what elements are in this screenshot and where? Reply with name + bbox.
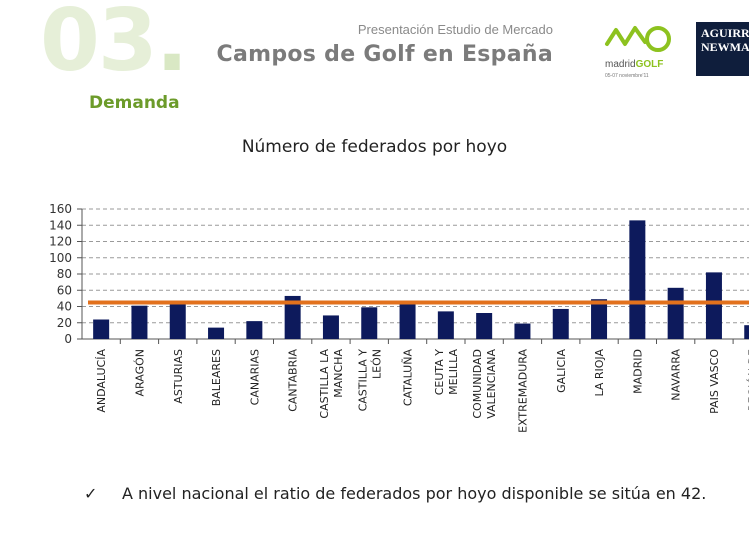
bar <box>476 313 493 339</box>
bar-chart: 0 20 40 60 80 100 120 140 160 ANDALUCÍA ARAGÓN ASTU… <box>49 202 749 433</box>
y-tick-label: 20 <box>57 316 72 330</box>
x-tick-label: ASTURIAS <box>172 349 185 404</box>
x-tick-label: LA RIOJA <box>593 349 606 397</box>
bar <box>629 220 646 339</box>
y-tick-label: 100 <box>49 251 72 265</box>
bar <box>705 272 722 339</box>
bar <box>169 303 186 339</box>
y-tick-label: 160 <box>49 202 72 216</box>
x-tick-label: ANDALUCÍA <box>95 349 108 413</box>
x-tick-label: CANTABRIA <box>287 349 300 412</box>
x-tick-label: CASTILLA LAMANCHA <box>318 349 345 419</box>
y-tick-label: 140 <box>49 218 72 232</box>
aguirre-text: AGUIRRE <box>701 26 749 40</box>
bar <box>591 299 608 339</box>
madrid-golf-logo: madridGOLF 05-07 noviembre'11 <box>605 26 671 79</box>
x-tick-label: PAIS VASCO <box>708 349 721 414</box>
bar <box>284 295 301 339</box>
bar <box>131 305 148 339</box>
x-tick-label: MADRID <box>631 349 644 394</box>
x-tick-label: REGIÓN DE <box>746 349 749 411</box>
madrid-golf-dates: 05-07 noviembre'11 <box>605 73 649 79</box>
bar <box>437 311 454 339</box>
x-tick-label: CATALUÑA <box>402 349 415 407</box>
bar <box>667 287 684 339</box>
presentation-subtitle: Presentación Estudio de Mercado <box>357 22 553 37</box>
y-tick-label: 120 <box>49 235 72 249</box>
bar <box>208 327 225 339</box>
bar <box>552 308 569 339</box>
checkmark-icon: ✓ <box>84 484 98 503</box>
x-tick-label: COMUNIDADVALENCIANA <box>471 349 498 419</box>
y-tick-label: 0 <box>64 332 72 346</box>
bar <box>246 321 263 339</box>
bar <box>361 307 378 339</box>
summary-note: ✓ A nivel nacional el ratio de federados … <box>84 484 706 503</box>
x-tick-label: GALICIA <box>555 349 568 393</box>
x-tick-label: BALEARES <box>210 349 223 406</box>
bar <box>93 319 110 339</box>
summary-text: A nivel nacional el ratio de federados p… <box>122 484 707 503</box>
x-tick-label: CANARIAS <box>248 349 261 405</box>
x-tick-label: ARAGÓN <box>133 349 146 396</box>
section-number: 03. <box>40 0 188 91</box>
y-tick-label: 40 <box>57 300 72 314</box>
x-tick-label: CEUTA YMELILLA <box>433 349 460 396</box>
chart-title: Número de federados por hoyo <box>241 137 508 157</box>
section-name: Demanda <box>89 93 180 113</box>
bar <box>744 325 749 339</box>
y-tick-label: 80 <box>57 267 72 281</box>
bar <box>399 304 416 339</box>
x-tick-label: NAVARRA <box>670 349 683 401</box>
madrid-golf-text: madridGOLF <box>605 59 663 70</box>
y-tick-label: 60 <box>57 283 72 297</box>
presentation-title: Campos de Golf en España <box>216 42 553 67</box>
x-tick-label: EXTREMADURA <box>516 349 529 433</box>
bar <box>514 323 531 339</box>
x-tick-label: CASTILLA YLEÓN <box>356 349 383 412</box>
bar <box>322 315 339 339</box>
